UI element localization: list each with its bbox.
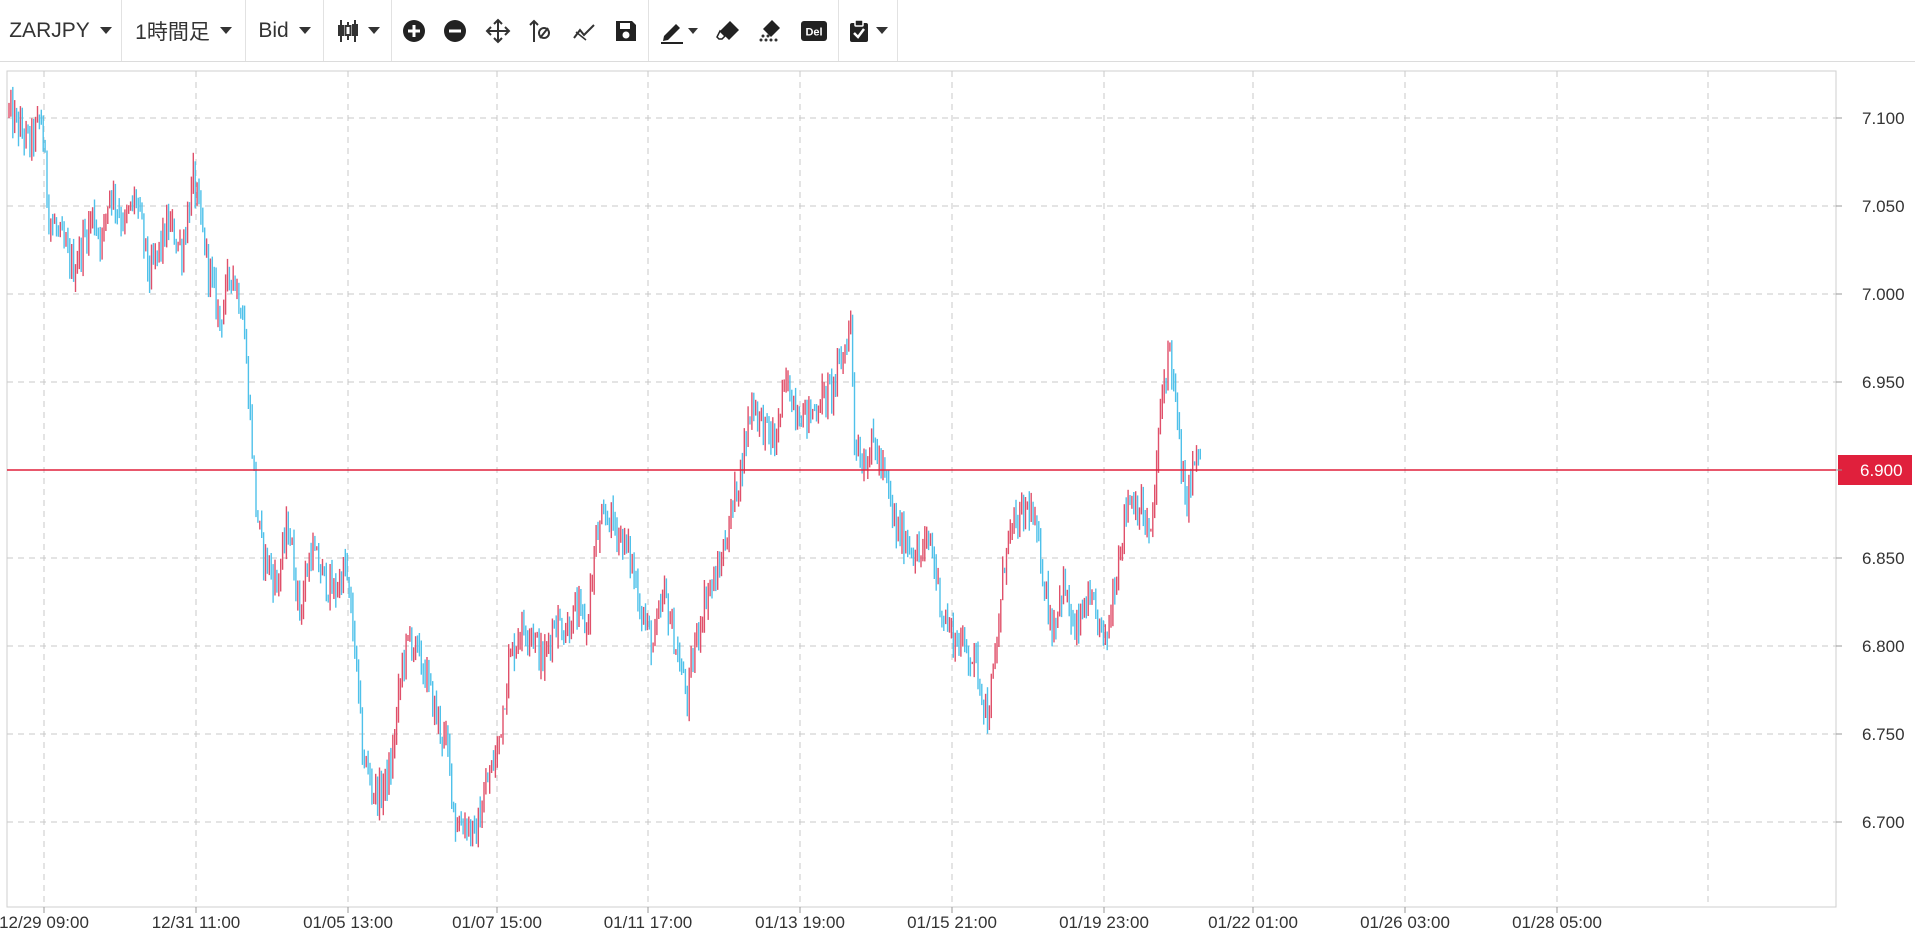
- crosshair-icon: [529, 19, 550, 42]
- y-tick-label: 6.800: [1862, 637, 1905, 656]
- symbol-label: ZARJPY: [9, 18, 90, 42]
- price-type-select[interactable]: Bid: [246, 0, 324, 61]
- chart-type-icon: [337, 19, 358, 42]
- eraser-all-button[interactable]: [753, 14, 787, 48]
- current-price-label: 6.900: [1860, 461, 1903, 480]
- clipboard-menu[interactable]: [838, 0, 898, 61]
- x-tick-label: 12/31 11:00: [152, 913, 241, 932]
- x-tick-label: 12/29 09:00: [0, 913, 89, 932]
- price-chart[interactable]: 6.900 7.100 7.050 7.000 6.950 6.850 6.800 6.75…: [0, 62, 1915, 937]
- drawing-group: [648, 0, 838, 61]
- chart-axes: 7.100 7.050 7.000 6.950 6.850 6.800 6.750 6.700…: [0, 109, 1905, 932]
- zoom-in-icon: [403, 20, 425, 42]
- eraser-all-icon: [759, 20, 780, 42]
- zoom-out-button[interactable]: [438, 14, 472, 48]
- y-tick-label: 6.950: [1862, 373, 1905, 392]
- delete-button[interactable]: Del: [797, 14, 831, 48]
- y-tick-label: 7.100: [1862, 109, 1905, 128]
- plot-area-border: [6, 70, 1837, 908]
- save-icon: [616, 21, 636, 41]
- delete-icon: Del: [801, 21, 827, 41]
- eraser-button[interactable]: [712, 14, 746, 48]
- x-tick-label: 01/28 05:00: [1512, 913, 1602, 932]
- y-tick-label: 7.000: [1862, 285, 1905, 304]
- x-tick-label: 01/13 19:00: [755, 913, 845, 932]
- delete-label: Del: [805, 27, 822, 39]
- crosshair-button[interactable]: [523, 14, 557, 48]
- y-tick-label: 6.750: [1862, 725, 1905, 744]
- save-button[interactable]: [609, 14, 643, 48]
- chart-type-select[interactable]: [324, 0, 392, 61]
- zoom-in-button[interactable]: [397, 14, 431, 48]
- x-tick-label: 01/26 03:00: [1360, 913, 1450, 932]
- y-tick-label: 6.700: [1862, 813, 1905, 832]
- x-tick-label: 01/11 17:00: [604, 913, 693, 932]
- chart-grid: [6, 70, 1837, 908]
- x-tick-label: 01/15 21:00: [907, 913, 997, 932]
- symbol-select[interactable]: ZARJPY: [0, 0, 122, 61]
- timeframe-label: 1時間足: [135, 20, 210, 44]
- current-price-badge: [1838, 455, 1912, 485]
- chevron-down-icon: [298, 27, 311, 34]
- indicator-icon: [573, 24, 595, 41]
- x-tick-label: 01/07 15:00: [452, 913, 542, 932]
- x-tick-label: 01/22 01:00: [1208, 913, 1298, 932]
- move-button[interactable]: [481, 14, 515, 48]
- indicator-button[interactable]: [567, 14, 601, 48]
- zoom-out-icon: [444, 20, 466, 42]
- chevron-down-icon: [219, 27, 232, 34]
- pen-button[interactable]: [656, 14, 704, 48]
- clipboard-icon: [850, 18, 868, 42]
- chevron-down-icon: [367, 27, 380, 34]
- current-price-line: 6.900: [7, 455, 1912, 485]
- eraser-icon: [716, 21, 739, 40]
- pen-icon: [661, 24, 698, 44]
- y-tick-label: 7.050: [1862, 197, 1905, 216]
- chevron-down-icon: [99, 27, 112, 34]
- chart-toolbar: ZARJPY 1時間足 Bid: [0, 0, 1915, 62]
- x-tick-label: 01/19 23:00: [1059, 913, 1149, 932]
- timeframe-select[interactable]: 1時間足: [122, 0, 246, 61]
- ohlc-bars: [8, 86, 1202, 848]
- price-type-label: Bid: [258, 18, 289, 42]
- chevron-down-icon: [876, 27, 888, 34]
- x-tick-label: 01/05 13:00: [303, 913, 393, 932]
- move-icon: [485, 18, 511, 44]
- y-tick-label: 6.850: [1862, 549, 1905, 568]
